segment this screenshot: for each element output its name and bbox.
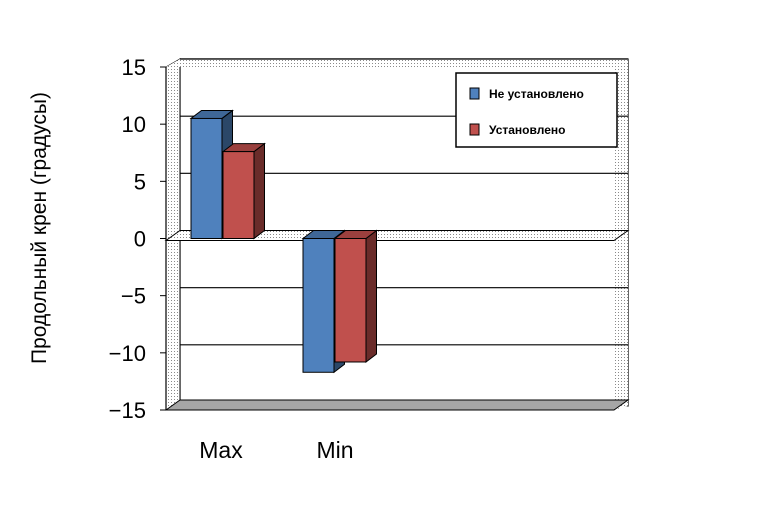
y-tick-label: −10 — [109, 341, 146, 366]
x-tick-label: Max — [199, 437, 243, 463]
y-tick-label: 15 — [122, 55, 146, 80]
y-tick-label: 0 — [134, 227, 146, 252]
y-axis-title: Продольный крен (градусы) — [28, 92, 51, 364]
bars — [189, 109, 378, 374]
bar-front — [302, 238, 335, 373]
bar-side — [365, 229, 377, 363]
top-edge — [166, 59, 628, 67]
bar-front — [222, 151, 255, 240]
bar-max-series-2 — [221, 142, 266, 240]
x-tick-label: Min — [316, 437, 353, 463]
legend: Не установлено Установлено — [455, 72, 618, 148]
floor — [164, 399, 630, 411]
legend-box — [455, 72, 618, 148]
y-tick-label: 10 — [122, 112, 146, 137]
bar-front — [334, 238, 367, 363]
bar-min-series-2 — [333, 229, 378, 363]
bar-front — [190, 117, 223, 239]
y-tick-label: −15 — [109, 398, 146, 423]
y-tick-label: −5 — [121, 284, 146, 309]
x-axis-labels: Max Min — [199, 437, 353, 463]
legend-swatch-1 — [469, 87, 480, 100]
bar-side — [253, 142, 265, 240]
zero-plane — [164, 230, 630, 241]
legend-label-2: Установлено — [489, 123, 565, 137]
legend-label-1: Не установлено — [489, 87, 584, 101]
legend-swatch-2 — [469, 123, 480, 136]
y-axis-ticks: 15 10 5 0 −5 −10 −15 — [109, 55, 166, 423]
y-tick-label: 5 — [134, 169, 146, 194]
